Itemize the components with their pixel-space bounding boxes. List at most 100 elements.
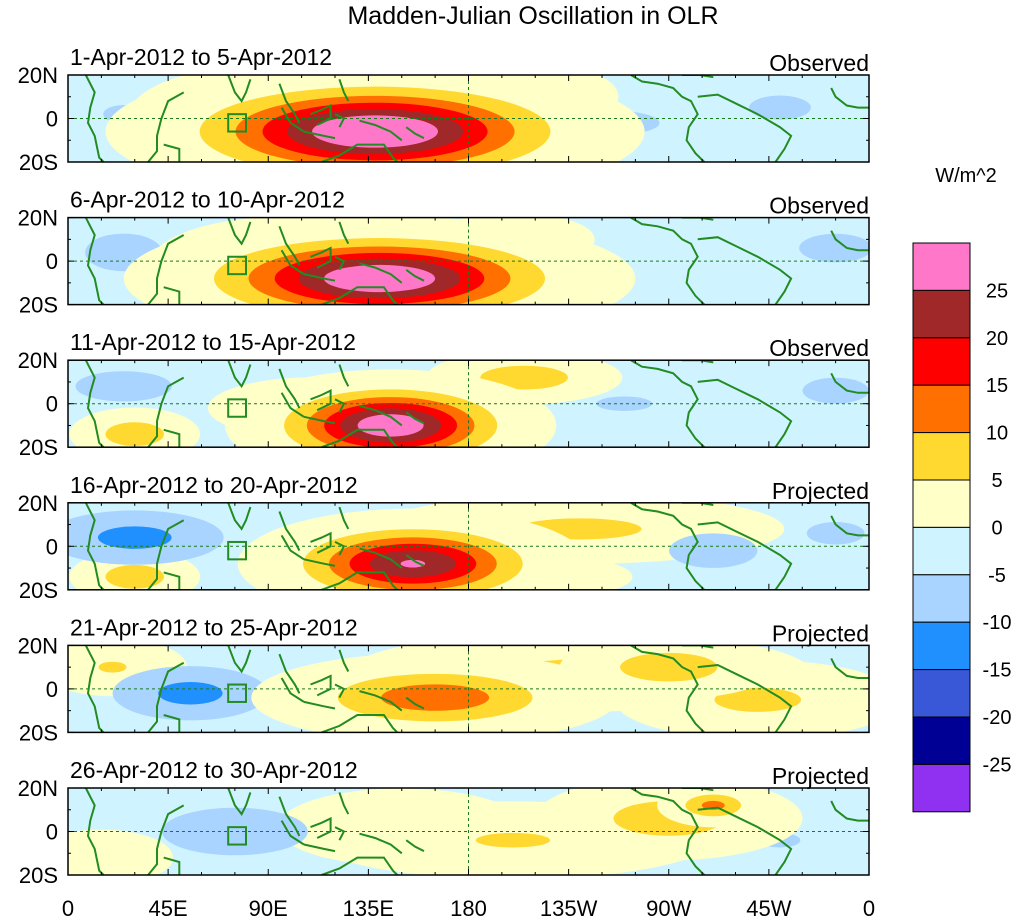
colorbar-swatch [912, 242, 971, 291]
x-tick-label: 0 [863, 896, 875, 920]
colorbar-label: 25 [986, 280, 1008, 302]
colorbar-swatch [912, 479, 971, 528]
coastline [682, 217, 714, 221]
anomaly-contour [312, 115, 439, 148]
coastline [334, 683, 346, 699]
panel-type-label: Projected [772, 763, 869, 789]
coastline [359, 547, 403, 569]
coastline [405, 411, 425, 425]
y-tick-label: 20N [18, 633, 58, 658]
coastline [334, 398, 346, 413]
coastline [338, 78, 350, 102]
coastline [682, 645, 714, 649]
y-tick-label: 0 [46, 249, 58, 274]
colorbar-label: -5 [988, 565, 1006, 587]
panel-6: 20N 0 20S 26-Apr-2012 to 30-Apr-2012 Project… [18, 757, 870, 888]
coastline [359, 119, 403, 142]
coastline [227, 645, 252, 674]
panel-3-field [68, 360, 869, 448]
colorbar-label: 15 [986, 375, 1008, 397]
x-tick-label: 135E [343, 896, 394, 920]
anomaly-contour [669, 533, 758, 568]
anomaly-contour [799, 233, 869, 263]
panel-period-label: 6-Apr-2012 to 10-Apr-2012 [70, 187, 345, 213]
colorbar-label: -25 [983, 754, 1012, 776]
colorbar-swatch [912, 289, 971, 339]
panel-1-field [68, 75, 869, 162]
coastline [334, 113, 346, 128]
coastline [303, 558, 336, 567]
panel-2-field [68, 217, 869, 305]
coastline [84, 788, 105, 875]
coastline [697, 378, 793, 448]
colorbar-swatch [912, 526, 971, 576]
coastline [310, 246, 332, 269]
y-tick-label: 20S [19, 720, 58, 745]
y-tick-label: 20N [18, 63, 58, 88]
coastline [278, 796, 301, 837]
coastline [278, 225, 301, 266]
coastline [682, 788, 714, 792]
coastline [405, 126, 425, 139]
y-tick-label: 20S [19, 293, 58, 318]
colorbar-label: -15 [983, 660, 1012, 682]
coastline [227, 360, 252, 389]
y-tick-label: 0 [46, 107, 58, 132]
coastline [630, 788, 706, 875]
coastline [682, 502, 714, 506]
coastline [84, 645, 105, 733]
coastline [630, 645, 706, 733]
coastline [321, 428, 399, 448]
colorbar-swatch [912, 384, 971, 434]
coastline [280, 392, 305, 418]
colorbar-swatch [912, 763, 971, 813]
colorbar-label: -20 [983, 707, 1012, 729]
coastline [338, 506, 350, 530]
anomaly-contour [98, 661, 127, 673]
x-tick-label: 135W [540, 896, 598, 920]
index-region-box [227, 540, 247, 561]
colorbar-label: 20 [986, 328, 1008, 350]
index-region-box [227, 826, 247, 846]
panel-type-label: Projected [772, 478, 869, 504]
panel-type-label: Observed [769, 193, 869, 219]
panel-5-field [68, 645, 869, 733]
anomaly-contour [596, 396, 653, 411]
colorbar-swatch [912, 574, 971, 623]
panel-period-label: 26-Apr-2012 to 30-Apr-2012 [70, 757, 358, 783]
colorbar-swatch [912, 432, 971, 481]
coastline [278, 653, 301, 694]
anomaly-contour [97, 526, 172, 549]
anomaly-contour [400, 559, 426, 568]
colorbar-label: -10 [983, 612, 1012, 634]
anomaly-contour [480, 365, 568, 390]
coastline [278, 368, 301, 409]
coastline [278, 83, 301, 124]
anomaly-contour [158, 682, 223, 705]
coastline [163, 286, 181, 305]
coastline [147, 91, 185, 162]
coastline [84, 75, 105, 162]
coastline [697, 93, 793, 162]
index-region-box [227, 113, 247, 133]
coastline [697, 663, 793, 733]
coastline [227, 502, 252, 531]
anomaly-contour [68, 829, 173, 875]
coastline [278, 511, 301, 552]
anomaly-contour [105, 564, 164, 589]
y-tick-label: 0 [46, 392, 58, 417]
coastline [405, 696, 425, 710]
coastline [163, 571, 181, 590]
coastline [147, 376, 185, 448]
coastline [310, 531, 332, 554]
y-tick-label: 20N [18, 776, 58, 801]
coastline [697, 236, 793, 305]
coastline [334, 255, 346, 271]
coastline [280, 820, 305, 846]
anomaly-contour [161, 807, 308, 856]
index-region-box [227, 683, 247, 703]
coastline [280, 534, 305, 561]
coastline [830, 87, 869, 109]
colorbar-swatch [912, 669, 971, 718]
y-tick-label: 20S [19, 578, 58, 603]
